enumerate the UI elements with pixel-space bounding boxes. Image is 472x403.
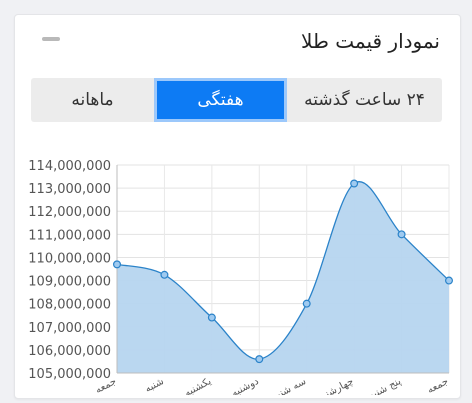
y-tick-label: 113,000,000: [28, 182, 111, 197]
y-tick-label: 108,000,000: [28, 298, 111, 313]
y-tick-label: 110,000,000: [28, 251, 111, 266]
x-tick-label: یکشنبه: [183, 376, 214, 395]
y-tick-label: 111,000,000: [28, 228, 111, 243]
y-tick-label: 114,000,000: [28, 159, 111, 174]
series-line: [116, 181, 450, 360]
data-point: [207, 313, 216, 322]
y-tick-label: 109,000,000: [28, 275, 111, 290]
minimize-icon[interactable]: [42, 37, 60, 41]
x-tick-label: دوشنبه: [230, 376, 261, 395]
price-chart: 114,000,000 113,000,000 112,000,000 111,000…: [28, 159, 454, 395]
widget-title: نمودار قیمت طلا: [301, 29, 440, 53]
y-tick-label: 107,000,000: [28, 321, 111, 336]
data-point: [160, 270, 169, 279]
y-tick-label: 106,000,000: [28, 344, 111, 359]
tab-monthly[interactable]: ماهانه: [71, 90, 114, 110]
series-area: [117, 181, 449, 373]
x-tick-label: چهارشنبه: [316, 376, 355, 395]
gold-price-widget: نمودار قیمت طلا ۲۴ ساعت گذشته هفتگی ماها…: [14, 14, 461, 399]
x-tick-label: شنبه: [143, 376, 166, 395]
data-point: [445, 276, 454, 285]
data-point: [302, 299, 311, 308]
data-point: [350, 179, 359, 188]
x-tick-label: سه شنبه: [271, 376, 309, 395]
data-point: [397, 230, 406, 239]
period-tabs: ۲۴ ساعت گذشته هفتگی ماهانه: [31, 78, 442, 122]
y-tick-label: 112,000,000: [28, 205, 111, 220]
x-tick-label: جمعه: [426, 376, 451, 395]
data-point: [112, 260, 121, 269]
x-tick-label: پنج شنبه: [367, 376, 403, 395]
tab-24h[interactable]: ۲۴ ساعت گذشته: [304, 90, 425, 110]
data-point: [255, 355, 264, 364]
tab-weekly[interactable]: هفتگی: [154, 78, 287, 122]
y-tick-label: 105,000,000: [28, 367, 111, 382]
